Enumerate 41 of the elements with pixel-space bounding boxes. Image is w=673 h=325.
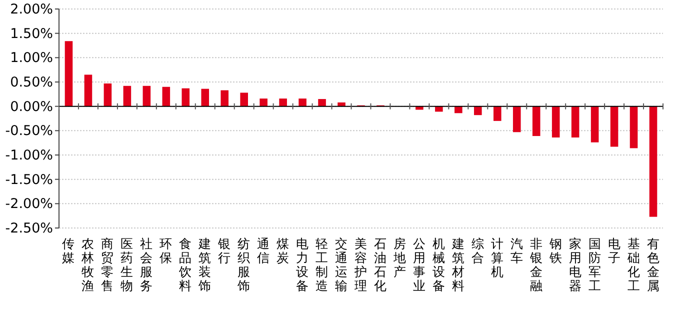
x-tick-label: 非银金融 bbox=[528, 236, 543, 293]
y-tick-label: 1.00% bbox=[10, 50, 54, 66]
x-tick-label: 国防军工 bbox=[588, 236, 602, 293]
x-tick-label: 汽车 bbox=[510, 236, 524, 265]
x-tick-label: 通信 bbox=[257, 236, 270, 265]
x-tick-label: 医药生物 bbox=[120, 236, 134, 293]
x-tick-label: 商贸零售 bbox=[101, 236, 114, 293]
x-tick-label: 建筑装饰 bbox=[198, 236, 212, 293]
y-tick-label: -1.50% bbox=[5, 172, 54, 188]
x-tick-label: 房地产 bbox=[392, 236, 406, 279]
x-tick-label: 农林牧渔 bbox=[80, 236, 95, 293]
x-tick-label: 石油石化 bbox=[374, 236, 387, 293]
x-tick-label: 纺织服饰 bbox=[236, 236, 251, 293]
y-tick-label: 0.50% bbox=[10, 74, 54, 90]
x-tick-label: 家用电器 bbox=[568, 236, 582, 293]
x-tick-label: 传媒 bbox=[62, 236, 76, 265]
x-tick-label: 社会服务 bbox=[140, 236, 154, 293]
x-tick-label: 钢铁 bbox=[548, 236, 562, 265]
x-tick-label: 计算机 bbox=[490, 236, 504, 279]
x-tick-label: 电力设备 bbox=[296, 236, 310, 293]
x-tick-label: 环保 bbox=[160, 236, 173, 265]
y-tick-label: 1.50% bbox=[10, 26, 54, 42]
x-tick-label: 煤炭 bbox=[276, 236, 290, 265]
x-tick-label: 轻工制造 bbox=[316, 236, 329, 293]
y-tick-label: -2.50% bbox=[5, 220, 54, 236]
x-tick-label: 食品饮料 bbox=[178, 236, 192, 293]
x-tick-label: 建筑材料 bbox=[450, 236, 465, 293]
x-tick-label: 银行 bbox=[217, 236, 232, 265]
x-tick-label: 有色金属 bbox=[646, 236, 660, 293]
x-tick-label: 电子 bbox=[608, 236, 621, 265]
y-tick-label: -0.50% bbox=[5, 123, 54, 140]
x-tick-label: 综合 bbox=[471, 236, 484, 265]
x-tick-label: 基础化工 bbox=[626, 236, 640, 293]
x-tick-label: 公用事业 bbox=[412, 236, 426, 293]
y-tick-label: -2.00% bbox=[5, 196, 54, 212]
y-tick-label: 2.00% bbox=[10, 2, 54, 18]
x-tick-label: 机械设备 bbox=[432, 236, 446, 293]
x-tick-label: 交通运输 bbox=[335, 236, 348, 293]
x-tick-label: 美容护理 bbox=[354, 236, 368, 293]
y-tick-label: -1.00% bbox=[5, 148, 54, 164]
y-tick-label: 0.00% bbox=[10, 98, 54, 115]
